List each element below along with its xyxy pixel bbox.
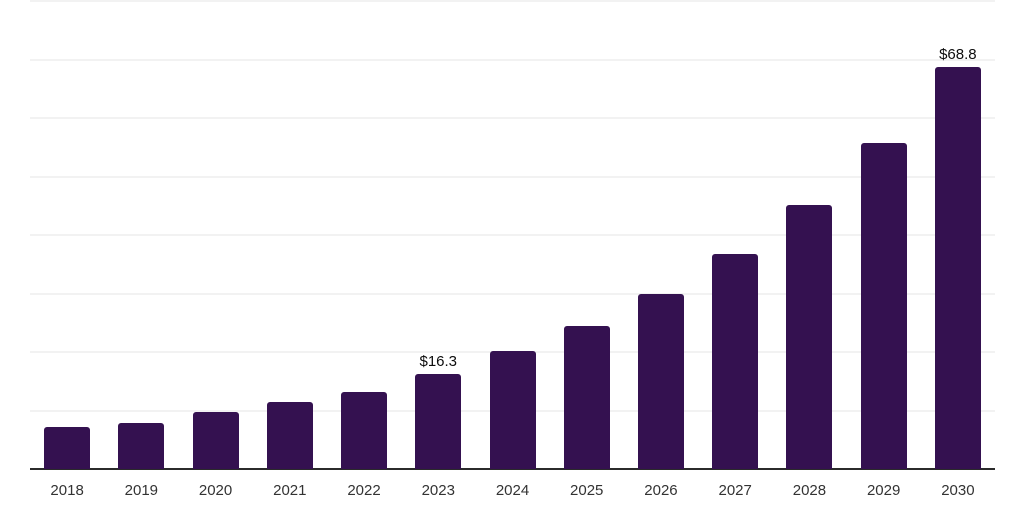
bar-2021 (266, 402, 313, 469)
tick-label-2028: 2028 (792, 482, 827, 499)
tick-label-2018: 2018 (50, 482, 84, 499)
tick-label-2030: 2030 (941, 482, 975, 499)
bar-2020 (192, 412, 239, 469)
bar-2028 (786, 204, 833, 469)
tick-label-2026: 2026 (644, 482, 678, 499)
gridline-80 (30, 0, 995, 2)
x-axis: 2018 2019 2020 2021 2022 2023 2024 2025 2026 2027… (30, 481, 995, 505)
gridline-50 (30, 175, 995, 178)
tick-label-2021: 2021 (273, 482, 307, 499)
tick-label-2027: 2027 (718, 482, 752, 499)
data-label-2030: $68.8 (939, 45, 977, 63)
gridline-40 (30, 234, 995, 236)
plot-area: $16.3 $68.8 (30, 0, 995, 470)
tick-label-2029: 2029 (866, 482, 901, 499)
tick-label-2022: 2022 (347, 482, 381, 499)
tick-label-2024: 2024 (495, 482, 530, 499)
gridline-60 (30, 117, 995, 119)
tick-label-2023: 2023 (421, 482, 455, 499)
bar-2030 (934, 66, 981, 469)
bar-2022 (341, 391, 388, 469)
tick-label-2025: 2025 (570, 482, 604, 499)
bar-2026 (637, 293, 684, 469)
bar-2019 (118, 422, 165, 469)
data-label-2023: $16.3 (419, 352, 458, 370)
x-axis-line (30, 468, 995, 470)
gridline-30 (30, 292, 995, 295)
bar-2018 (44, 427, 91, 469)
tick-label-2019: 2019 (124, 482, 159, 499)
gridline-70 (30, 58, 995, 61)
bar-2029 (860, 142, 907, 469)
bar-2025 (563, 326, 610, 469)
bar-2027 (712, 254, 759, 469)
bar-2024 (489, 351, 536, 469)
tick-label-2020: 2020 (198, 482, 233, 499)
bar-2023 (415, 373, 462, 469)
